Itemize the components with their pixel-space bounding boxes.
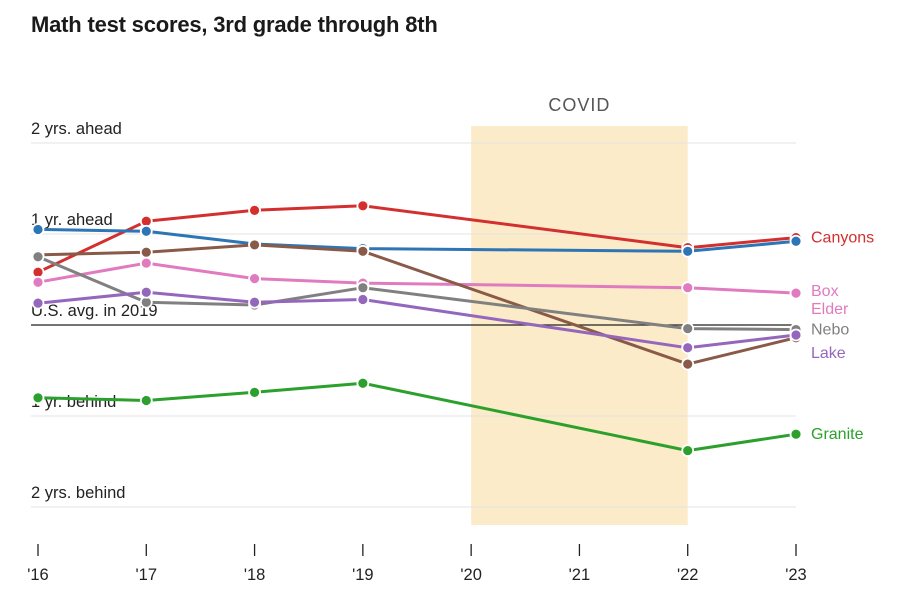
data-point	[139, 285, 153, 299]
data-point	[356, 199, 370, 213]
y-label-layer: 2 yrs. ahead 1 yr. ahead U.S. avg. in 2019…	[31, 120, 158, 502]
series-line	[36, 227, 798, 253]
x-axis-layer: '16 '17 '18 '19 '20 '21 '22 '23	[27, 544, 807, 584]
data-point	[139, 245, 153, 259]
data-point	[356, 281, 370, 295]
data-point	[248, 203, 261, 217]
x-tick-label: '19	[352, 566, 374, 584]
data-point	[248, 385, 261, 399]
x-tick-label: '16	[27, 566, 49, 584]
x-tick-label: '22	[677, 566, 699, 584]
series-line	[36, 381, 798, 453]
data-point	[356, 244, 370, 258]
chart-title: Math test scores, 3rd grade through 8th	[31, 12, 438, 37]
series-line	[36, 243, 798, 366]
series-label: Lake	[811, 345, 846, 362]
data-point	[248, 238, 261, 252]
x-tick-label: '17	[136, 566, 158, 584]
x-tick-label: '18	[244, 566, 266, 584]
data-point	[681, 244, 695, 258]
data-point	[681, 444, 695, 457]
series-line	[36, 261, 798, 295]
x-tick-label: '20	[460, 566, 482, 584]
data-point	[31, 391, 45, 405]
series-label: Granite	[811, 426, 864, 443]
y-tick-label: 2 yrs. ahead	[31, 120, 122, 138]
x-tick-label: '23	[785, 566, 807, 584]
covid-label: COVID	[548, 95, 610, 115]
data-point	[139, 394, 153, 407]
y-tick-label: 2 yrs. behind	[31, 484, 125, 502]
series-label: Nebo	[811, 322, 849, 339]
data-point	[248, 295, 261, 309]
series-label: Elder	[811, 301, 849, 318]
data-point	[139, 224, 153, 238]
series-point-layer	[31, 199, 803, 457]
data-point	[681, 341, 695, 355]
data-point	[681, 357, 695, 371]
y-tick-label: U.S. avg. in 2019	[31, 302, 158, 320]
data-point	[681, 322, 695, 336]
series-label: Box	[811, 283, 839, 300]
data-point	[356, 376, 370, 390]
data-point	[789, 234, 803, 248]
x-tick-label: '21	[569, 566, 591, 584]
data-point	[31, 250, 45, 264]
data-point	[139, 256, 153, 270]
y-tick-label: 1 yr. ahead	[31, 211, 113, 229]
series-line-layer	[36, 204, 798, 453]
data-point	[31, 296, 45, 310]
data-point	[31, 275, 45, 289]
data-point	[789, 427, 803, 441]
series-label: Canyons	[811, 230, 874, 247]
data-point	[248, 272, 261, 285]
data-point	[789, 328, 803, 342]
series-line	[36, 290, 798, 350]
data-point	[789, 286, 803, 300]
data-point	[31, 223, 45, 236]
data-point	[356, 293, 370, 306]
data-point	[681, 281, 695, 295]
covid-band-layer: COVID	[471, 95, 688, 525]
